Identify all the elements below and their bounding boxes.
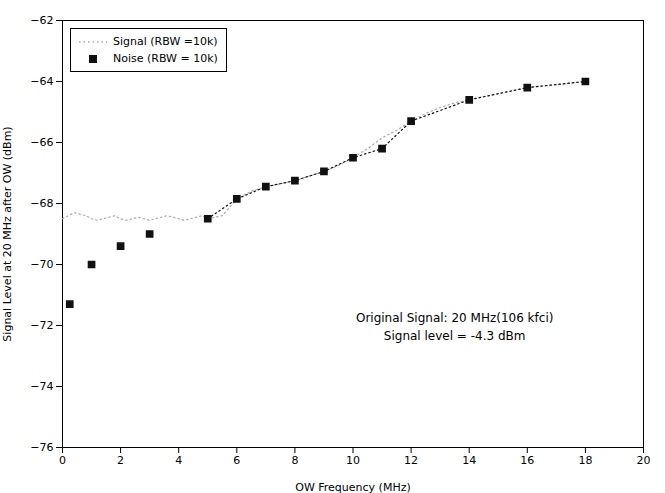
svg-text:−74: −74 — [30, 380, 53, 393]
svg-text:−68: −68 — [30, 197, 53, 210]
svg-text:16: 16 — [520, 454, 534, 467]
svg-text:0: 0 — [59, 454, 66, 467]
svg-text:20: 20 — [637, 454, 651, 467]
svg-text:OW Frequency (MHz): OW Frequency (MHz) — [295, 481, 410, 493]
svg-text:14: 14 — [462, 454, 476, 467]
svg-text:−76: −76 — [30, 441, 53, 454]
svg-text:Signal Level at 20 MHz after O: Signal Level at 20 MHz after OW (dBm) — [1, 126, 14, 341]
svg-text:−64: −64 — [30, 75, 53, 88]
svg-text:10: 10 — [346, 454, 360, 467]
svg-text:18: 18 — [578, 454, 592, 467]
svg-text:Original Signal: 20 MHz(106 kf: Original Signal: 20 MHz(106 kfci)Signal … — [356, 311, 553, 343]
svg-text:−70: −70 — [30, 258, 53, 271]
html-text:Signal (RBW =10k): Signal (RBW =10k) — [113, 35, 218, 48]
svg-text:−62: −62 — [30, 14, 53, 27]
svg-text:4: 4 — [175, 454, 182, 467]
svg-text:−72: −72 — [30, 319, 53, 332]
html-text:Noise (RBW = 10k): Noise (RBW = 10k) — [113, 52, 218, 65]
svg-text:8: 8 — [291, 454, 298, 467]
svg-text:12: 12 — [404, 454, 418, 467]
svg-text:6: 6 — [233, 454, 240, 467]
svg-text:−66: −66 — [30, 136, 53, 149]
svg-text:2: 2 — [117, 454, 124, 467]
